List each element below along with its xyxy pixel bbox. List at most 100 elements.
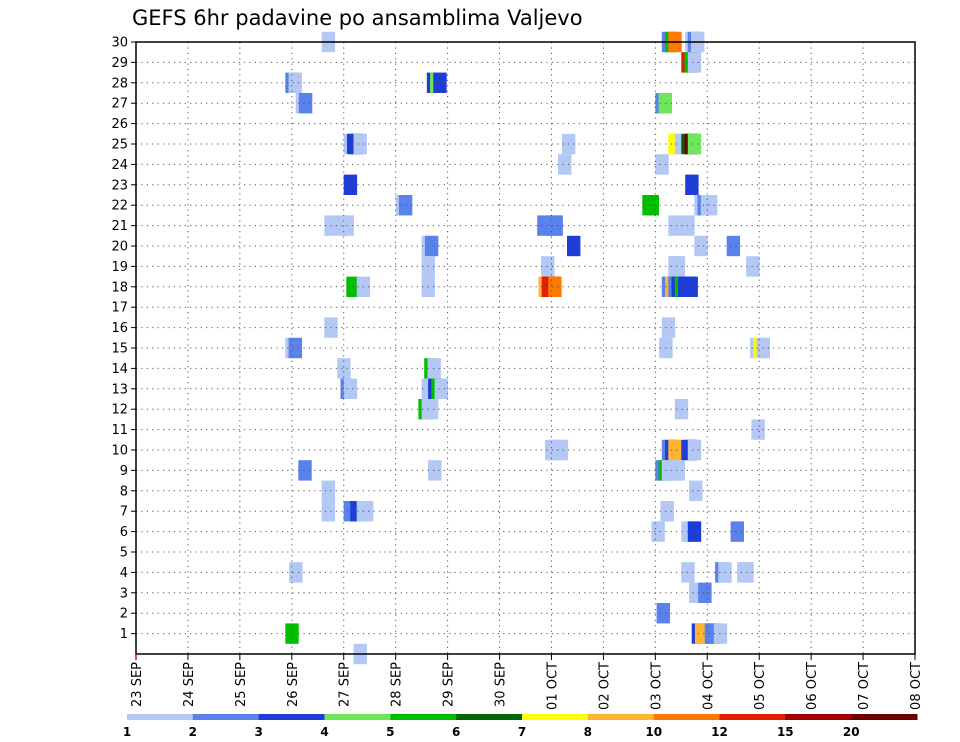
axes: 1234567891011121314151617181920212223242… — [111, 36, 924, 710]
y-tick-label: 22 — [111, 199, 128, 214]
heatmap-cell — [554, 439, 569, 461]
y-tick-label: 12 — [111, 403, 128, 418]
y-tick-label: 16 — [111, 321, 128, 336]
y-tick-label: 17 — [111, 301, 128, 316]
heatmap-cell — [541, 256, 555, 277]
heatmap-cell — [687, 133, 702, 155]
x-tick-label: 01 OCT — [545, 662, 560, 710]
heatmap-cell — [661, 317, 676, 338]
y-tick-label: 4 — [120, 566, 128, 581]
heatmap-cell — [288, 337, 302, 359]
heatmap-cell — [285, 623, 299, 644]
colorbar-swatch — [192, 714, 260, 720]
heatmap-cell — [671, 256, 685, 277]
heatmap-cell — [321, 501, 336, 522]
y-tick-label: 25 — [111, 138, 128, 153]
colorbar-swatch — [522, 714, 589, 720]
heatmap-cell — [321, 480, 336, 501]
y-tick-label: 30 — [111, 36, 128, 51]
gridlines — [136, 41, 915, 654]
x-tick-label: 03 OCT — [649, 662, 664, 710]
heatmap-cell — [337, 358, 351, 379]
colorbar-label: 10 — [645, 725, 662, 739]
colorbar-label: 8 — [584, 725, 592, 739]
y-tick-label: 24 — [111, 158, 128, 173]
x-tick-label: 07 OCT — [857, 662, 872, 710]
x-tick-label: 05 OCT — [753, 662, 768, 710]
chart-title: GEFS 6hr padavine po ansamblima Valjevo — [132, 6, 583, 30]
heatmap-cell — [656, 603, 670, 624]
x-tick-label: 04 OCT — [701, 662, 716, 710]
colorbar-label: 20 — [843, 725, 860, 739]
x-tick-label: 26 SEP — [286, 662, 301, 707]
heatmap-cell — [434, 378, 448, 399]
colorbar-swatch — [851, 714, 918, 720]
y-tick-label: 1 — [120, 627, 128, 642]
x-tick-label: 23 SEP — [130, 662, 145, 707]
colorbar-label: 4 — [320, 725, 328, 739]
y-tick-label: 29 — [111, 56, 128, 71]
heatmap-cell — [660, 501, 674, 522]
y-tick-label: 3 — [120, 586, 128, 601]
colorbar-swatch — [587, 714, 655, 720]
y-tick-label: 15 — [111, 342, 128, 357]
heatmap-cell — [726, 235, 741, 257]
colorbar-label: 7 — [518, 725, 526, 739]
x-tick-label: 24 SEP — [182, 662, 197, 707]
heatmap-cell — [549, 215, 563, 236]
heatmap-cell — [704, 195, 718, 216]
colorbar-swatch — [719, 714, 786, 720]
y-tick-label: 19 — [111, 260, 128, 275]
y-tick-label: 8 — [120, 484, 128, 499]
heatmap-cell — [433, 72, 447, 93]
y-tick-label: 2 — [120, 607, 128, 622]
x-tick-label: 25 SEP — [234, 662, 249, 707]
heatmap-cell — [713, 623, 728, 644]
colorbar-swatch — [324, 714, 391, 720]
colorbar-swatch — [456, 714, 523, 720]
cells-layer — [285, 31, 770, 665]
heatmap-cell — [353, 133, 367, 155]
colorbar-swatch — [785, 714, 852, 720]
y-tick-label: 28 — [111, 76, 128, 91]
heatmap-cell — [360, 501, 374, 522]
colorbar-label: 15 — [777, 725, 794, 739]
colorbar-label: 12 — [711, 725, 728, 739]
heatmap-cell — [687, 439, 702, 461]
heatmap-cell — [687, 52, 702, 73]
heatmap-cell — [694, 235, 708, 257]
colorbar: 1 2 3 4 5 6 7 8 10 12 15 20 — [123, 714, 918, 739]
y-tick-label: 18 — [111, 280, 128, 295]
heatmap-cell — [668, 439, 682, 461]
heatmap-cell — [298, 460, 312, 481]
heatmap-cell — [698, 582, 712, 603]
heatmap-cell — [398, 195, 413, 216]
x-tick-label: 02 OCT — [597, 662, 612, 710]
y-tick-label: 26 — [111, 117, 128, 132]
colorbar-label: 5 — [386, 725, 394, 739]
heatmap-cell — [424, 235, 439, 257]
heatmap-cell — [288, 72, 302, 93]
heatmap-cell — [548, 276, 562, 297]
heatmap-cell — [343, 174, 358, 195]
heatmap-cell — [746, 256, 760, 277]
y-tick-label: 10 — [111, 444, 128, 459]
colorbar-label: 2 — [189, 725, 197, 739]
y-tick-label: 5 — [120, 546, 128, 561]
heatmap-cell — [343, 378, 358, 399]
colorbar-swatch — [653, 714, 720, 720]
y-tick-label: 20 — [111, 240, 128, 255]
heatmap-cell — [730, 521, 744, 542]
heatmap-cell — [689, 480, 703, 501]
y-tick-label: 13 — [111, 382, 128, 397]
heatmap-cell — [558, 154, 572, 175]
y-tick-label: 21 — [111, 219, 128, 234]
heatmap-cell — [651, 521, 665, 542]
heatmap-cell — [289, 562, 303, 583]
y-tick-label: 6 — [120, 525, 128, 540]
colorbar-swatch — [127, 714, 194, 720]
y-tick-label: 27 — [111, 97, 128, 112]
heatmap-cell — [684, 276, 698, 297]
heatmap-cell — [298, 93, 313, 114]
